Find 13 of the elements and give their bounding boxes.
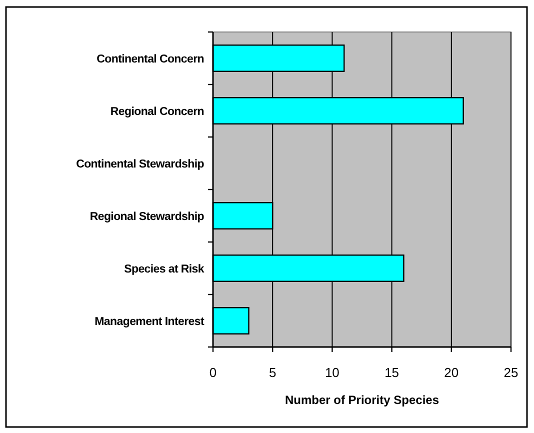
x-axis-title: Number of Priority Species: [284, 393, 440, 407]
y-tick-label: Management Interest: [94, 316, 204, 328]
x-tick-label: 20: [444, 365, 459, 380]
x-tick-label: 15: [384, 365, 400, 380]
x-tick-label: 0: [209, 365, 217, 380]
y-tick-label: Species at Risk: [124, 263, 205, 276]
y-tick-label: Continental Stewardship: [76, 158, 204, 170]
x-tick-label: 25: [504, 365, 518, 380]
y-tick-label: Regional Concern: [110, 106, 204, 118]
x-tick-label: 5: [268, 365, 276, 380]
y-tick-label: Continental Concern: [96, 53, 204, 66]
x-tick-label: 10: [324, 365, 340, 380]
y-tick-label: Regional Stewardship: [90, 210, 204, 223]
